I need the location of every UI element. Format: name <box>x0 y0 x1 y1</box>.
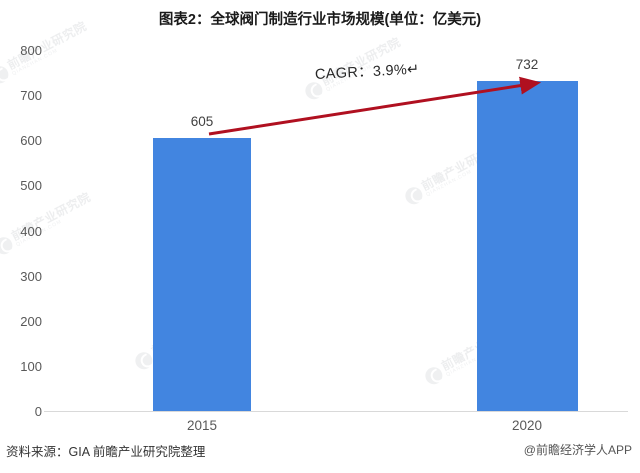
qianzhan-circle-logo-icon <box>132 349 156 373</box>
source-note: 资料来源：GIA 前瞻产业研究院整理 <box>6 445 206 459</box>
bar-value-label: 732 <box>515 56 539 72</box>
qianzhan-circle-logo-icon <box>402 184 426 208</box>
chart-title: 图表2：全球阀门制造行业市场规模(单位：亿美元) <box>158 12 482 28</box>
bar-2015[interactable] <box>153 137 251 411</box>
qianzhan-circle-logo-icon <box>422 364 446 388</box>
y-axis-tick-label: 400 <box>20 223 42 239</box>
x-axis-line <box>44 411 628 412</box>
y-axis-tick-label: 700 <box>20 88 42 104</box>
bar-value-label: 605 <box>190 113 214 129</box>
y-axis-tick-label: 500 <box>20 178 42 194</box>
y-axis-tick-label: 100 <box>20 358 42 374</box>
y-axis-tick-label: 200 <box>20 313 42 329</box>
bar-2020[interactable] <box>476 80 578 411</box>
x-axis-tick-label: 2015 <box>186 418 218 433</box>
y-axis: 800 700 600 500 400 300 200 100 0 <box>0 0 42 473</box>
y-axis-tick-label: 800 <box>20 43 42 58</box>
y-axis-tick-label: 600 <box>20 133 42 149</box>
x-axis-tick-label: 2020 <box>511 418 543 433</box>
y-axis-tick-label: 0 <box>34 404 42 419</box>
y-axis-tick-label: 300 <box>20 268 42 284</box>
attribution-note: @前瞻经济学人APP <box>523 443 632 457</box>
cagr-label: CAGR：3.9%↵ <box>314 61 420 83</box>
